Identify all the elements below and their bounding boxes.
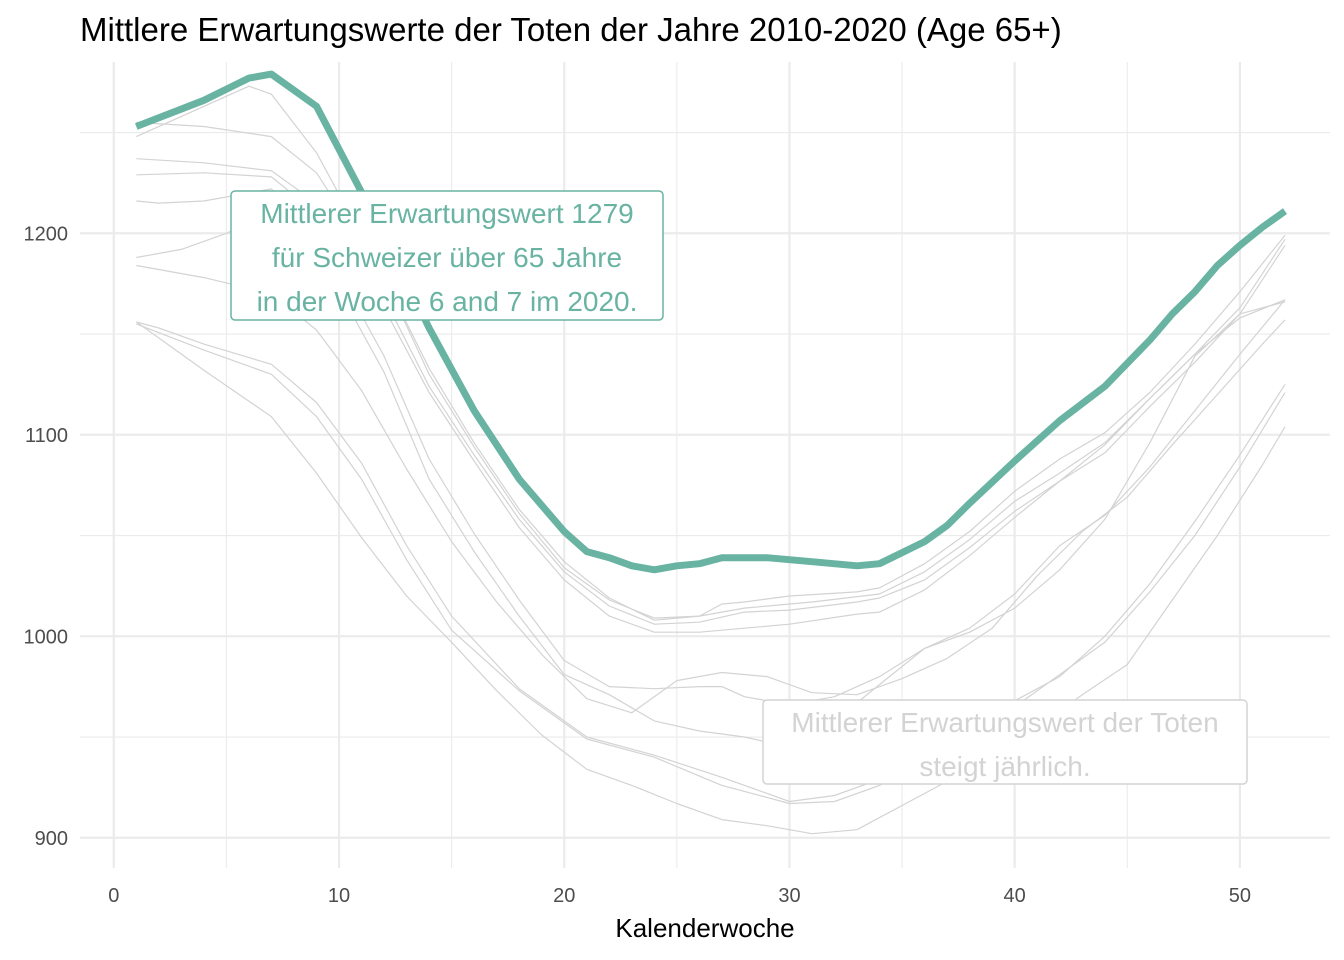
annotation-trend-box (762, 699, 1248, 785)
x-tick-label: 0 (108, 885, 119, 907)
y-tick-label: 1100 (25, 425, 68, 447)
y-tick-label: 1000 (24, 626, 69, 648)
y-tick-label: 900 (35, 828, 68, 850)
annotation-2020-text: für Schweizer über 65 Jahre (272, 242, 622, 273)
x-tick-label: 30 (778, 885, 800, 907)
background-series-line (136, 264, 1286, 714)
annotation-2020-text: Mittlerer Erwartungswert 1279 (260, 198, 633, 229)
annotation-2020-text: in der Woche 6 and 7 im 2020. (257, 286, 638, 317)
annotation-2020-box (230, 190, 664, 321)
highlight-series-line (135, 70, 1288, 574)
x-axis-title: Kalenderwoche (615, 913, 794, 943)
axis-ticks: 0 10 20 30 40 50 900 1000 1100 1200 (24, 223, 1252, 907)
background-series-line (135, 321, 1286, 835)
x-tick-label: 40 (1004, 885, 1026, 907)
x-tick-label: 50 (1229, 885, 1251, 907)
annotation-trend-text: steigt jährlich. (919, 751, 1090, 782)
annotation-trend-text: Mittlerer Erwartungswert der Toten (791, 707, 1218, 738)
background-series-line (136, 323, 1286, 805)
background-series-line (136, 321, 1286, 803)
x-tick-label: 10 (328, 885, 350, 907)
y-tick-label: 1200 (24, 223, 69, 245)
annotations: Mittlerer Erwartungswert 1279 für Schweiz… (230, 190, 1248, 785)
chart-title: Mittlere Erwartungswerte der Toten der J… (80, 11, 1062, 48)
x-tick-label: 20 (553, 885, 575, 907)
